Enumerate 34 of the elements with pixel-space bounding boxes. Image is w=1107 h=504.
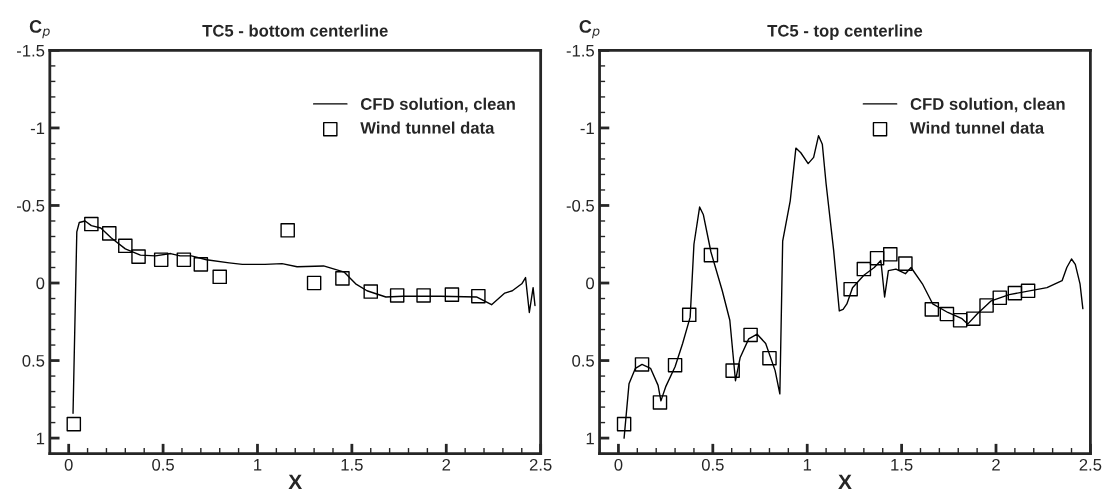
x-tick-label: 2 — [992, 458, 1000, 471]
x-axis-title: X — [838, 474, 852, 490]
y-tick-label: -0.5 — [566, 199, 594, 212]
x-tick-label: 0 — [64, 458, 73, 471]
chart-title: TC5 - top centerline — [767, 24, 923, 40]
x-tick-label: 2.5 — [529, 458, 552, 471]
x-tick-label: 2.5 — [1079, 458, 1102, 471]
y-axis-title: C$_{p}$ — [579, 20, 600, 39]
y-tick-label: -1 — [30, 122, 45, 134]
y-tick-label: 0.5 — [22, 354, 45, 367]
legend-label: Wind tunnel data — [360, 121, 495, 134]
y-tick-label: 1 — [36, 432, 45, 445]
x-tick-label: 2 — [442, 458, 451, 471]
x-tick-label: 1 — [803, 459, 812, 471]
y-axis-title: C$_{p}$ — [29, 20, 50, 39]
x-axis-title: X — [288, 474, 302, 490]
y-tick-label: -1.5 — [566, 44, 594, 57]
x-tick-label: 0.5 — [152, 458, 174, 471]
legend-label: CFD solution, clean — [910, 97, 1065, 113]
y-tick-label: -0.5 — [16, 199, 45, 212]
y-tick-label: 0 — [36, 277, 45, 290]
x-tick-label: 1 — [254, 459, 262, 471]
y-tick-label: 0 — [586, 277, 595, 290]
y-tick-label: 1 — [586, 432, 594, 445]
y-tick-label: 0.5 — [572, 354, 594, 367]
y-tick-label: -1 — [580, 122, 594, 134]
chart-title: TC5 - bottom centerline — [202, 24, 388, 37]
x-tick-label: 1.5 — [891, 459, 913, 471]
x-tick-label: 0.5 — [701, 458, 724, 471]
x-tick-label: 1.5 — [341, 459, 363, 471]
x-tick-label: 0 — [614, 458, 623, 471]
y-tick-label: -1.5 — [16, 44, 45, 57]
legend-label: CFD solution, clean — [360, 97, 515, 113]
legend-label: Wind tunnel data — [910, 121, 1045, 134]
